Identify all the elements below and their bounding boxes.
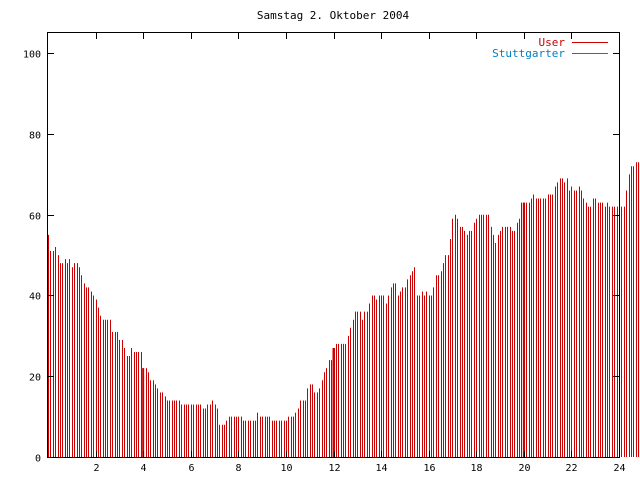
highlight-bar [142, 368, 145, 457]
y-tick-label: 40 [29, 292, 41, 303]
x-tick-label: 8 [235, 463, 241, 474]
x-axis: 2 4 6 8 10 12 14 16 18 20 22 24 [93, 33, 626, 474]
x-tick-label: 14 [375, 463, 387, 474]
plot-frame [47, 32, 620, 458]
x-tick-label: 24 [613, 463, 625, 474]
y-tick-label: 80 [29, 131, 41, 142]
highlight-bar [332, 347, 335, 457]
x-tick-label: 4 [140, 463, 146, 474]
x-tick-label: 6 [188, 463, 194, 474]
x-tick-label: 18 [470, 463, 482, 474]
y-axis: 0 20 40 60 80 100 [23, 50, 619, 465]
x-tick-label: 2 [93, 463, 99, 474]
highlight-bar [522, 202, 525, 457]
legend: User Stuttgarter [492, 36, 608, 60]
y-tick-label: 0 [35, 454, 41, 465]
chart-title: Samstag 2. Oktober 2004 [257, 9, 410, 22]
bar-group [48, 162, 639, 457]
legend-label-stuttgarter: Stuttgarter [492, 47, 565, 60]
x-tick-label: 10 [280, 463, 292, 474]
legend-label-user: User [539, 36, 566, 49]
x-tick-label: 16 [423, 463, 435, 474]
x-tick-label: 12 [328, 463, 340, 474]
highlight-group [142, 202, 525, 457]
y-tick-label: 60 [29, 212, 41, 223]
y-tick-label: 20 [29, 373, 41, 384]
x-tick-label: 20 [518, 463, 530, 474]
y-tick-label: 100 [23, 50, 41, 61]
x-tick-label: 22 [565, 463, 577, 474]
